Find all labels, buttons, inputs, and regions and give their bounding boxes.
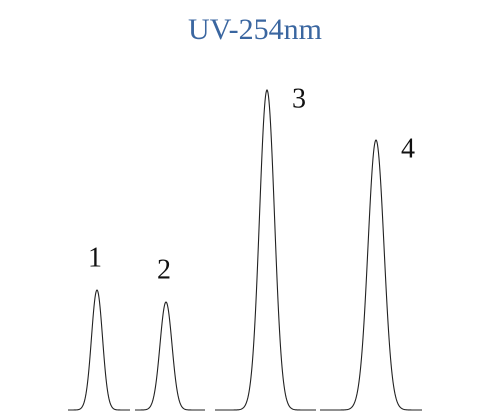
peak-trace bbox=[320, 139, 422, 411]
peak-label: 3 bbox=[292, 83, 306, 114]
peak-label: 4 bbox=[401, 133, 415, 164]
peak-trace bbox=[215, 89, 316, 411]
peak-label: 1 bbox=[88, 242, 102, 273]
peak-trace bbox=[68, 289, 130, 411]
peak-trace bbox=[135, 301, 205, 411]
peaks bbox=[68, 89, 422, 411]
title: UV-254nm bbox=[188, 13, 322, 46]
peak-label: 2 bbox=[157, 254, 171, 285]
